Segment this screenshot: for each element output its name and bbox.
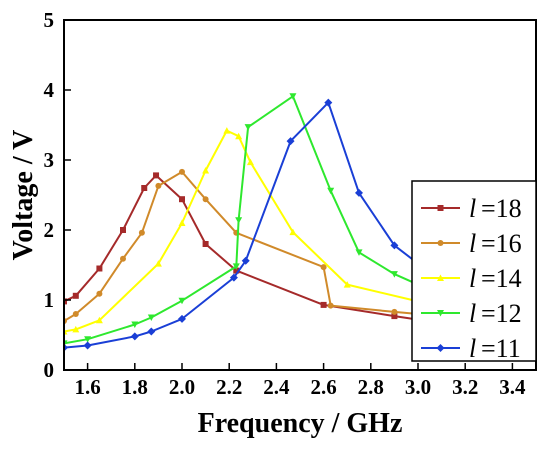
- data-point: [154, 260, 162, 267]
- legend-marker: [437, 310, 444, 317]
- x-tick-label: 2.6: [310, 375, 336, 399]
- data-point: [390, 241, 399, 250]
- legend-marker: [437, 205, 444, 211]
- data-point: [223, 127, 231, 134]
- data-point: [72, 292, 79, 299]
- x-tick-label: 1.6: [74, 375, 100, 399]
- data-point: [202, 167, 210, 174]
- series-layer: [64, 93, 422, 352]
- data-point: [327, 187, 335, 195]
- legend-symbol: l: [469, 299, 476, 328]
- legend-marker: [437, 274, 444, 281]
- series-3: [64, 127, 422, 335]
- x-axis-title: Frequency / GHz: [198, 408, 403, 439]
- data-point: [229, 273, 238, 282]
- data-point: [235, 132, 243, 140]
- legend-symbol: l: [469, 264, 476, 293]
- data-point: [130, 332, 139, 341]
- x-tick-label: 2.2: [216, 375, 242, 399]
- data-point: [147, 314, 155, 321]
- data-point: [179, 196, 185, 203]
- x-tick-label: 2.8: [358, 375, 384, 399]
- data-point: [72, 311, 79, 317]
- x-tick-label: 2.0: [169, 375, 195, 399]
- series-2: [64, 168, 421, 324]
- y-tick-label: 4: [44, 78, 55, 102]
- y-tick-label: 1: [44, 288, 55, 312]
- data-point: [141, 185, 148, 191]
- data-point: [96, 265, 103, 272]
- legend-symbol: l: [469, 194, 476, 223]
- data-point: [96, 290, 103, 297]
- data-point: [343, 281, 351, 288]
- legend-marker: [436, 344, 445, 352]
- data-point: [138, 229, 145, 236]
- legend-box: [411, 180, 537, 362]
- y-tick-label: 5: [44, 8, 55, 32]
- legend-value: =14: [481, 264, 522, 293]
- data-point: [286, 137, 295, 146]
- data-point: [131, 321, 139, 328]
- data-point: [320, 301, 327, 308]
- data-point: [178, 219, 186, 226]
- legend-value: =12: [481, 299, 522, 328]
- data-point: [391, 308, 398, 315]
- data-point: [246, 158, 254, 166]
- legend-symbol: l: [469, 229, 476, 258]
- legend: l =18l =16l =14l =12l =11: [411, 180, 537, 363]
- y-tick-label: 2: [44, 218, 55, 242]
- data-point: [355, 249, 363, 256]
- data-point: [289, 93, 297, 100]
- x-tick-label: 1.8: [122, 375, 148, 399]
- data-point: [120, 227, 126, 233]
- data-point: [95, 316, 103, 324]
- data-point: [72, 325, 80, 333]
- data-point: [178, 314, 186, 323]
- data-point: [390, 271, 398, 278]
- data-point: [202, 241, 209, 247]
- data-point: [202, 196, 209, 203]
- y-axis-title: Voltage / V: [8, 130, 39, 261]
- y-tick-label: 0: [44, 358, 55, 382]
- data-point: [324, 98, 333, 107]
- data-point: [235, 217, 243, 224]
- x-tick-label: 2.4: [263, 375, 290, 399]
- legend-value: =11: [481, 334, 521, 363]
- data-point: [355, 188, 363, 197]
- x-tick-label: 3.4: [499, 375, 526, 399]
- data-point: [232, 263, 240, 270]
- legend-marker: [437, 240, 444, 246]
- data-point: [241, 256, 250, 265]
- data-point: [327, 302, 334, 309]
- x-tick-label: 3.0: [405, 375, 431, 399]
- data-point: [289, 228, 297, 236]
- data-point: [120, 255, 126, 262]
- data-point: [147, 327, 156, 336]
- data-point: [64, 298, 67, 305]
- legend-value: =18: [481, 194, 522, 223]
- y-tick-label: 3: [44, 148, 55, 172]
- data-point: [153, 172, 160, 179]
- series-4: [64, 93, 422, 347]
- data-point: [84, 336, 92, 343]
- data-point: [320, 264, 327, 271]
- data-point: [244, 124, 252, 131]
- x-tick-label: 3.2: [452, 375, 478, 399]
- legend-value: =16: [481, 229, 522, 258]
- data-point: [233, 267, 240, 274]
- legend-symbol: l: [469, 334, 476, 363]
- tick-layer: 1.6 1.8 2.0 2.2 2.4 2.6 2.8 3.0 3.2 3.4 0 1 2 3 4 5: [44, 8, 527, 399]
- data-point: [83, 341, 92, 350]
- series-line: [64, 101, 419, 349]
- data-point: [178, 297, 186, 305]
- data-point: [179, 168, 185, 175]
- series-line: [64, 129, 419, 333]
- data-point: [155, 182, 162, 189]
- data-point: [391, 313, 398, 320]
